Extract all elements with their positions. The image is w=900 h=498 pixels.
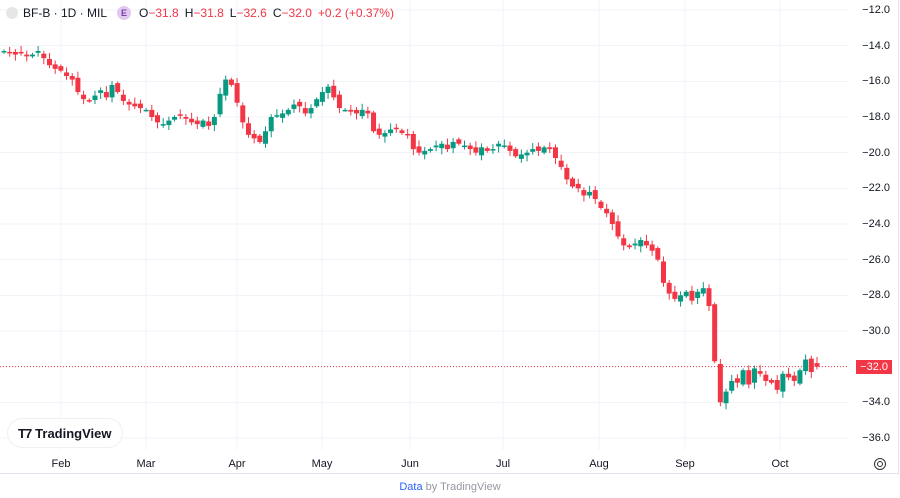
- time-tick-label: Oct: [771, 458, 789, 470]
- open-value: −31.8: [148, 6, 179, 20]
- settings-gear-icon[interactable]: [874, 458, 886, 470]
- time-tick-label: May: [311, 458, 333, 470]
- low-value: −32.6: [236, 6, 267, 20]
- time-tick-label: Feb: [51, 458, 71, 470]
- price-tick-label: −26.0: [862, 253, 890, 266]
- low-label: L: [229, 6, 237, 20]
- tradingview-mark-icon: T7: [18, 425, 32, 441]
- price-tick-label: −34.0: [862, 396, 890, 409]
- tradingview-logo[interactable]: T7 TradingView: [8, 419, 122, 447]
- price-tick-label: −14.0: [862, 39, 890, 52]
- price-tick-label: −30.0: [862, 324, 890, 337]
- attribution-text: by TradingView: [422, 481, 501, 493]
- high-label: H: [184, 6, 194, 20]
- time-tick-label: Apr: [228, 458, 246, 470]
- attribution: Data by TradingView: [0, 481, 900, 493]
- price-tick-label: −28.0: [862, 289, 890, 302]
- earnings-badge-icon[interactable]: E: [117, 6, 132, 20]
- high-value: −31.8: [193, 6, 224, 20]
- price-tick-label: −18.0: [862, 110, 890, 123]
- price-tick-label: −20.0: [862, 146, 890, 159]
- last-price-label: −32.0: [856, 360, 892, 374]
- open-label: O: [139, 6, 149, 20]
- price-tick-label: −24.0: [862, 217, 890, 230]
- time-tick-label: Jun: [401, 458, 419, 470]
- time-tick-label: Sep: [675, 458, 695, 470]
- symbol-title[interactable]: BF-B · 1D · MIL: [23, 6, 108, 20]
- close-label: C: [272, 6, 282, 20]
- candlestick-chart[interactable]: [0, 0, 900, 474]
- time-tick-label: Jul: [495, 458, 511, 470]
- tradingview-logo-text: TradingView: [35, 425, 112, 441]
- symbol-logo-icon: [6, 7, 18, 19]
- price-tick-label: −22.0: [862, 182, 890, 195]
- price-tick-label: −12.0: [862, 4, 890, 16]
- close-value: −32.0: [281, 6, 312, 20]
- price-tick-label: −36.0: [862, 431, 890, 444]
- chart-legend: BF-B · 1D · MIL E O −31.8 H −31.8 L −32.6 C…: [6, 4, 400, 22]
- chart-frame: [0, 0, 899, 474]
- change-value: +0.2 (+0.37%): [317, 6, 394, 20]
- price-tick-label: −16.0: [862, 75, 890, 88]
- time-tick-label: Aug: [589, 458, 609, 470]
- data-link[interactable]: Data: [399, 481, 423, 493]
- time-tick-label: Mar: [136, 458, 156, 470]
